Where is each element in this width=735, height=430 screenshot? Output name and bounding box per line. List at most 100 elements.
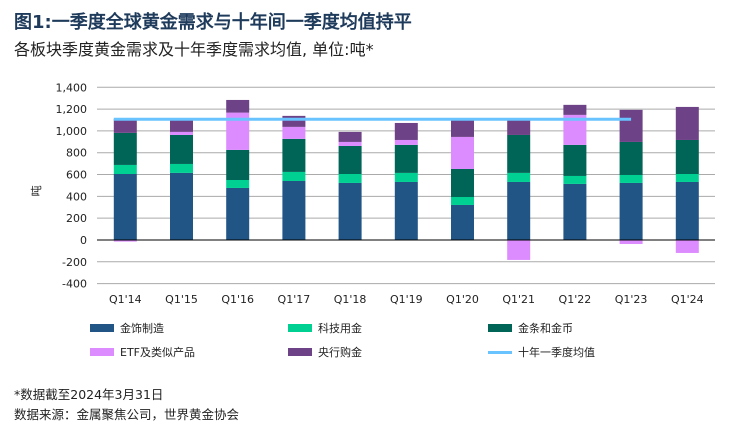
y-tick-label: 400	[66, 190, 87, 203]
legend-swatch	[288, 324, 312, 332]
bar-segment	[563, 104, 587, 115]
legend-swatch	[488, 350, 512, 354]
bar-segment	[170, 119, 193, 132]
bar-segment	[563, 175, 587, 184]
bar-segment	[619, 239, 643, 245]
chart-subtitle: 各板块季度黄金需求及十年季度需求均值, 单位:吨*	[14, 40, 374, 59]
bar-segment	[619, 109, 643, 142]
bar-segment	[507, 120, 531, 135]
legend-label: 金条和金币	[518, 322, 573, 335]
bar-segment	[394, 181, 418, 240]
x-tick-label: Q1'15	[165, 293, 198, 306]
bar-segment	[226, 149, 250, 180]
bar-segment	[226, 179, 250, 188]
bar-segment	[563, 144, 587, 176]
bar-segment	[619, 182, 643, 240]
y-tick-label: 0	[80, 234, 87, 247]
chart-title: 图1:一季度全球黄金需求与十年间一季度均值持平	[14, 12, 412, 33]
bar-segment	[170, 163, 193, 173]
x-tick-label: Q1'20	[446, 293, 479, 306]
bar-segment	[619, 141, 643, 175]
x-tick-label: Q1'14	[109, 293, 142, 306]
legend-item: 科技用金	[288, 320, 362, 336]
bar-segment	[394, 139, 418, 145]
y-tick-label: 1,200	[56, 103, 88, 116]
bar-segment	[675, 239, 699, 253]
bar-segment	[282, 138, 306, 172]
bar-segment	[675, 181, 699, 240]
bar-segment	[675, 139, 699, 174]
source-note: 数据来源：金属聚焦公司，世界黄金协会	[14, 407, 240, 422]
bar-segment	[507, 239, 531, 260]
x-tick-label: Q1'21	[502, 293, 535, 306]
bar-segment	[282, 126, 306, 139]
bar-segment	[451, 120, 474, 137]
bar-segment	[394, 144, 418, 173]
y-tick-label: -200	[62, 256, 87, 269]
legend-item: 金条和金币	[488, 320, 573, 336]
x-tick-label: Q1'16	[221, 293, 254, 306]
bar-segment	[675, 106, 699, 140]
bar-segment	[563, 183, 587, 240]
x-tick-label: Q1'17	[278, 293, 311, 306]
bar-segment	[338, 182, 362, 240]
legend-swatch	[90, 348, 114, 356]
legend-label: ETF及类似产品	[120, 346, 195, 359]
legend-item: 金饰制造	[90, 320, 164, 336]
legend-item: 央行购金	[288, 344, 362, 360]
bar-segment	[113, 239, 137, 242]
bar-segment	[113, 164, 137, 174]
x-tick-label: Q1'24	[671, 293, 704, 306]
legend-item: 十年一季度均值	[488, 344, 595, 360]
bar-segment	[451, 136, 474, 169]
bar-segment	[394, 172, 418, 182]
bar-segment	[451, 197, 474, 205]
x-tick-label: Q1'18	[334, 293, 367, 306]
legend-item: ETF及类似产品	[90, 344, 195, 360]
bar-segment	[338, 131, 362, 142]
bar-segment	[113, 118, 137, 133]
bar-segment	[282, 180, 306, 240]
bar-segment	[282, 171, 306, 181]
legend-swatch	[288, 348, 312, 356]
y-tick-label: 1,400	[56, 81, 88, 94]
bar-segment	[113, 132, 137, 165]
legend-swatch	[488, 324, 512, 332]
y-tick-label: 200	[66, 212, 87, 225]
bar-segment	[619, 174, 643, 183]
y-tick-label: 600	[66, 169, 87, 182]
bar-segment	[338, 141, 362, 146]
bar-segment	[563, 114, 587, 145]
legend-label: 十年一季度均值	[518, 346, 595, 359]
bar-segment	[507, 172, 531, 182]
bar-segment	[170, 131, 193, 135]
footnote: *数据截至2024年3月31日	[14, 387, 164, 402]
bar-segment	[394, 122, 418, 140]
bar-segment	[226, 112, 250, 150]
bar-segment	[226, 99, 250, 113]
y-tick-label: -400	[62, 278, 87, 291]
bar-segment	[507, 181, 531, 240]
bar-segment	[338, 173, 362, 183]
bar-segment	[170, 172, 193, 240]
legend-label: 金饰制造	[120, 322, 164, 335]
bar-segment	[507, 134, 531, 173]
bar-segment	[226, 187, 250, 240]
y-tick-label: 1,000	[56, 125, 88, 138]
bar-segment	[113, 173, 137, 240]
x-tick-label: Q1'19	[390, 293, 423, 306]
x-tick-label: Q1'22	[559, 293, 592, 306]
legend-label: 科技用金	[318, 322, 362, 335]
legend-label: 央行购金	[318, 346, 362, 359]
legend-swatch	[90, 324, 114, 332]
y-axis-label: 吨	[30, 185, 43, 196]
bar-segment	[451, 168, 474, 198]
bar-segment	[170, 134, 193, 164]
bar-segment	[451, 204, 474, 240]
bar-segment	[338, 145, 362, 174]
bar-segment	[282, 115, 306, 127]
bar-segment	[675, 173, 699, 182]
y-tick-label: 800	[66, 147, 87, 160]
